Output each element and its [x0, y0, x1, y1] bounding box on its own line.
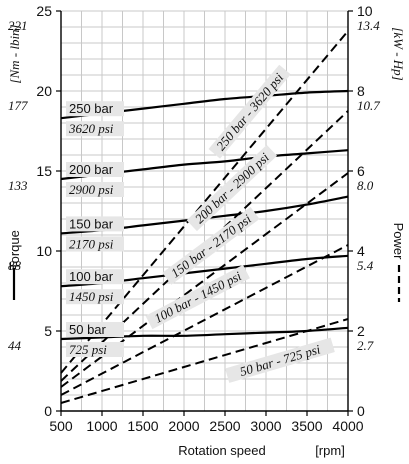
- right-tick-label-hp: 5.4: [357, 258, 374, 273]
- right-tick-label-kw: 8: [357, 83, 365, 99]
- x-tick-label: 2000: [168, 418, 199, 434]
- series-label-background: [66, 121, 124, 137]
- right-tick-label-kw: 0: [357, 403, 365, 419]
- x-tick-label: 500: [49, 418, 73, 434]
- x-axis-unit: [rpm]: [315, 443, 345, 458]
- series-label-background: [66, 101, 124, 117]
- series-label-background: [66, 162, 124, 177]
- torque-series-label-bar: 250 bar: [69, 101, 114, 116]
- x-tick-label: 3500: [291, 418, 322, 434]
- left-tick-label-lbin: 133: [8, 178, 28, 193]
- series-label-background: [66, 322, 124, 337]
- series-label-background: [66, 182, 124, 197]
- power-line: [60, 318, 349, 404]
- series-label-background: [66, 236, 124, 252]
- torque-line: [60, 326, 349, 341]
- series-label-background: [66, 216, 124, 232]
- torque-series-label-psi: 2900 psi: [69, 182, 114, 197]
- torque-series-label-bar: 100 bar: [69, 269, 114, 284]
- torque-series-label-psi: 2170 psi: [69, 236, 114, 251]
- x-tick-label: 1000: [86, 418, 117, 434]
- left-tick-label-lbin: 177: [8, 98, 28, 113]
- torque-series-label-bar: 200 bar: [69, 162, 114, 177]
- left-axis-unit: [Nm - lbin]: [7, 24, 22, 83]
- series-label-background: [66, 342, 124, 357]
- right-tick-label-hp: 13.4: [357, 18, 380, 33]
- torque-series-label-psi: 725 psi: [69, 342, 107, 357]
- x-tick-label: 4000: [332, 418, 363, 434]
- series-label-background: [208, 64, 291, 159]
- x-tick-label: 1500: [127, 418, 158, 434]
- right-axis-unit: [kW - Hp]: [391, 27, 406, 80]
- left-tick-label-nm: 20: [36, 83, 52, 99]
- x-axis-title: Rotation speed: [178, 443, 265, 458]
- tick-labels: 500 1000 1500 2000 2500 3000 3500 4000051015202…: [8, 3, 380, 434]
- series-label-background: [186, 144, 278, 232]
- axes: [56, 10, 353, 416]
- torque-series-label-bar: 50 bar: [69, 322, 107, 337]
- torque-series-label-bar: 150 bar: [69, 216, 114, 231]
- left-tick-label-nm: 10: [36, 243, 52, 259]
- right-tick-label-kw: 4: [357, 243, 365, 259]
- left-tick-label-lbin: 221: [8, 18, 28, 33]
- right-tick-label-hp: 8.0: [357, 178, 374, 193]
- series-label-background: [66, 289, 124, 305]
- torque-series-label-psi: 3620 psi: [68, 121, 114, 136]
- left-axis-title: Torque: [7, 230, 22, 270]
- torque-series-label-psi: 1450 psi: [69, 289, 114, 304]
- power-line: [60, 30, 349, 374]
- left-tick-label-lbin: 88: [8, 258, 22, 273]
- right-tick-label-hp: 10.7: [357, 98, 380, 113]
- x-tick-label: 2500: [209, 418, 240, 434]
- right-tick-label-kw: 2: [357, 323, 365, 339]
- left-tick-label-nm: 5: [44, 323, 52, 339]
- right-tick-label-kw: 10: [357, 3, 373, 19]
- left-tick-label-nm: 15: [36, 163, 52, 179]
- left-tick-label-nm: 0: [44, 403, 52, 419]
- series-label-background: [145, 264, 250, 330]
- left-tick-label-nm: 25: [36, 3, 52, 19]
- x-tick-label: 3000: [250, 418, 281, 434]
- left-tick-label-lbin: 44: [8, 338, 22, 353]
- series-label-background: [66, 269, 124, 285]
- series-label-background: [162, 206, 260, 285]
- right-tick-label-hp: 2.7: [357, 338, 374, 353]
- power-line: [60, 244, 349, 396]
- right-tick-label-kw: 6: [357, 163, 365, 179]
- series-label-background: [225, 337, 335, 383]
- right-axis-title: Power: [391, 223, 406, 261]
